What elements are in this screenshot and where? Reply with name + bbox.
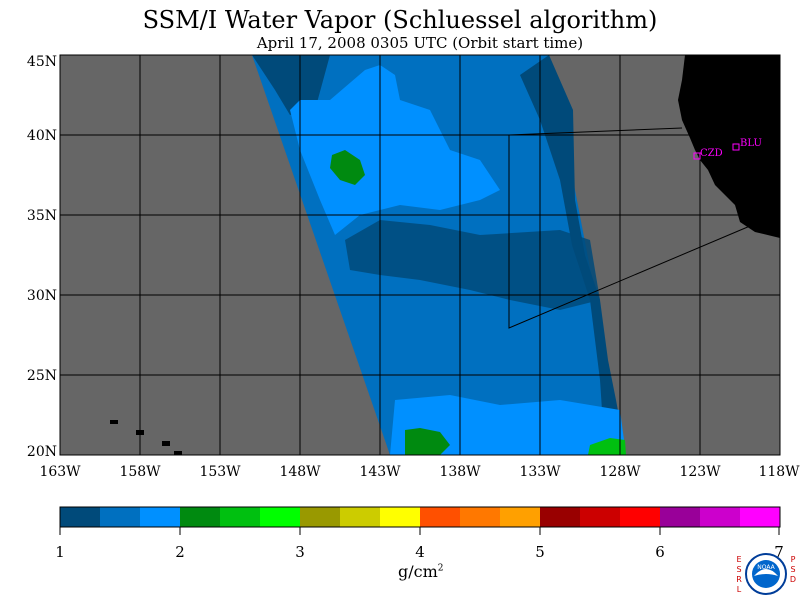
swath: [252, 55, 626, 455]
colorbar-swatch: [660, 507, 701, 527]
land-california: [678, 55, 780, 238]
colorbar-swatch: [60, 507, 101, 527]
logo-psd-text-letter: P: [791, 555, 796, 564]
green-patch-north: [330, 150, 365, 185]
colorbar-swatch: [380, 507, 421, 527]
logo-esrl-text-letter: S: [736, 565, 741, 574]
colorbar-swatch: [140, 507, 181, 527]
green-patch-southeast: [588, 438, 626, 455]
lon-label: 128W: [599, 464, 641, 480]
colorbar-swatch: [540, 507, 581, 527]
sector-outline-top: [508, 127, 683, 136]
colorbar-swatch: [220, 507, 261, 527]
island: [174, 451, 182, 455]
colorbar-label: 6: [655, 543, 665, 561]
chart-title: SSM/I Water Vapor (Schluessel algorithm): [142, 6, 658, 34]
colorbar: [60, 507, 781, 527]
lat-label: 40N: [27, 128, 57, 144]
station-marker-blu: [732, 143, 740, 151]
chart-subtitle: April 17, 2008 0305 UTC (Orbit start tim…: [256, 34, 584, 52]
units-text: g/cm: [398, 562, 438, 581]
station-label-czd: CZD: [700, 148, 723, 159]
lon-label: 158W: [119, 464, 161, 480]
colorbar-label: 2: [175, 543, 185, 561]
lat-labels: 45N 40N 35N 30N 25N 20N: [27, 54, 57, 460]
swath-light-north: [290, 65, 500, 235]
lon-label: 133W: [519, 464, 561, 480]
noaa-bird: [754, 569, 778, 576]
lat-label: 45N: [27, 54, 57, 70]
colorbar-label: 1: [55, 543, 65, 561]
island: [162, 441, 170, 446]
colorbar-swatch: [300, 507, 341, 527]
colorbar-label: 4: [415, 543, 425, 561]
lon-label: 118W: [758, 464, 800, 480]
colorbar-units: g/cm2: [398, 562, 444, 581]
logo-psd-text-letter: S: [790, 565, 795, 574]
noaa-emblem-text: NOAA: [757, 564, 775, 571]
colorbar-swatch: [500, 507, 541, 527]
colorbar-swatch: [460, 507, 501, 527]
lon-label: 148W: [279, 464, 321, 480]
colorbar-swatch: [260, 507, 301, 527]
colorbar-ticks: [59, 527, 780, 535]
lat-label: 25N: [27, 368, 57, 384]
colorbar-swatch: [740, 507, 781, 527]
station-label-blu: BLU: [740, 138, 762, 149]
logo-esrl-text-letter: E: [736, 555, 741, 564]
lat-label: 30N: [27, 288, 57, 304]
lon-label: 123W: [679, 464, 721, 480]
units-power: 2: [437, 563, 444, 574]
colorbar-swatch: [580, 507, 621, 527]
green-patch-south: [405, 428, 450, 455]
colorbar-swatch: [180, 507, 221, 527]
colorbar-label: 5: [535, 543, 545, 561]
logo-esrl-text-letter: R: [736, 575, 742, 584]
lon-label: 138W: [439, 464, 481, 480]
lat-label: 20N: [27, 444, 57, 460]
lat-label: 35N: [27, 208, 57, 224]
logo-psd-text: PSD: [790, 555, 796, 584]
swath-dark-east: [520, 55, 626, 455]
lon-label: 163W: [39, 464, 81, 480]
logo-esrl-text-letter: L: [737, 585, 742, 594]
swath-light-south: [390, 395, 626, 455]
colorbar-labels: 1 2 3 4 5 6 7: [55, 543, 784, 561]
colorbar-swatch: [340, 507, 381, 527]
lon-label: 143W: [359, 464, 401, 480]
colorbar-swatch: [700, 507, 741, 527]
stations: CZD BLU: [693, 138, 762, 160]
colorbar-swatch: [620, 507, 661, 527]
colorbar-label: 7: [774, 543, 784, 561]
lon-label: 153W: [199, 464, 241, 480]
station-marker-czd: [693, 152, 701, 160]
grid: [60, 55, 780, 455]
sector-outline: [508, 135, 751, 329]
colorbar-swatch: [420, 507, 461, 527]
logo-psd-text-letter: D: [790, 575, 796, 584]
swath-dark-middle: [345, 220, 600, 310]
colorbar-label: 3: [295, 543, 305, 561]
island: [110, 420, 118, 424]
map-frame: [59, 54, 781, 456]
lon-labels: 163W 158W 153W 148W 143W 138W 133W 128W …: [39, 464, 800, 480]
colorbar-swatch: [100, 507, 141, 527]
